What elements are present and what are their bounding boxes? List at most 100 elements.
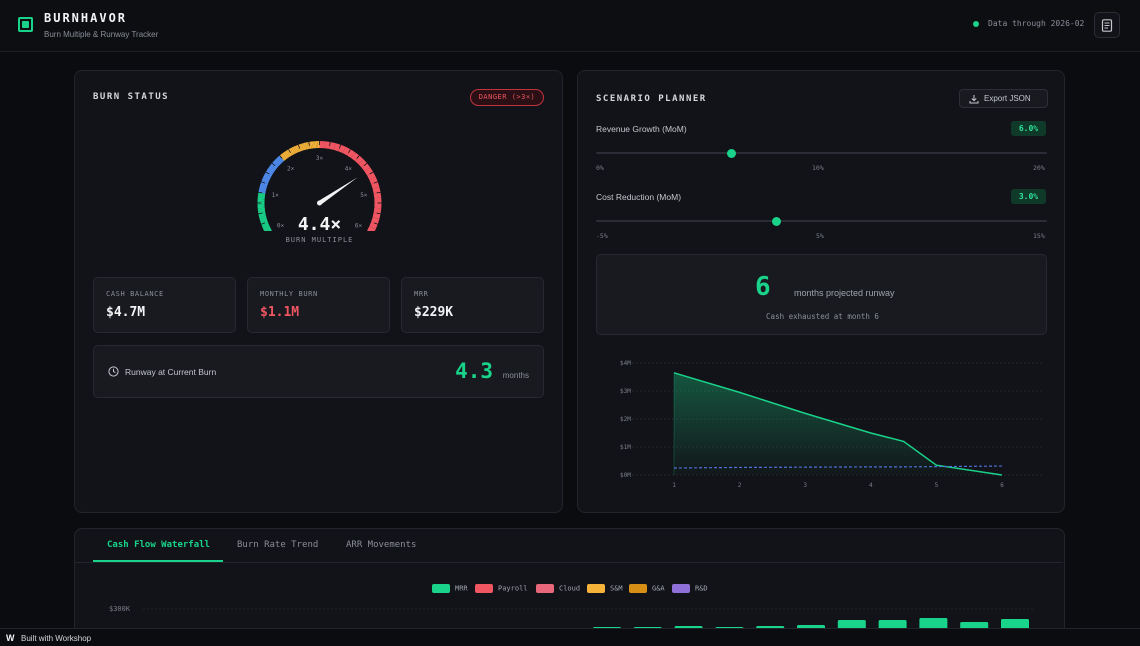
- gauge-segment: [260, 181, 268, 186]
- gauge-segment: [371, 181, 380, 189]
- gauge-tick-mark: [376, 212, 381, 215]
- gauge-segment: [306, 141, 310, 150]
- cash-balance-stat: CASH BALANCE $4.7M: [93, 277, 236, 333]
- status-dot-icon: [973, 21, 979, 27]
- gauge-segment: [261, 178, 269, 183]
- gauge-segment: [259, 215, 267, 220]
- cost-reduction-slider[interactable]: [596, 216, 1047, 226]
- runway-current-burn: Runway at Current Burn 4.3 months: [93, 345, 544, 398]
- gauge-segment: [260, 183, 268, 188]
- gauge-segment: [257, 203, 265, 205]
- x-tick-label: 3: [803, 482, 807, 489]
- tab-burn-rate-trend[interactable]: Burn Rate Trend: [237, 540, 319, 550]
- gauge-tick-mark: [265, 171, 270, 175]
- gauge-tick-label: 3×: [316, 155, 324, 162]
- gauge-segment: [317, 141, 320, 149]
- tab-arr-movements[interactable]: ARR Movements: [346, 540, 417, 550]
- x-tick-label: 4: [869, 482, 873, 489]
- gauge-segment: [278, 155, 285, 162]
- gauge-segment: [279, 154, 286, 161]
- gauge-segment: [367, 226, 376, 231]
- y-tick-label: $1M: [620, 444, 631, 451]
- legend-item: Cloud: [536, 584, 580, 593]
- y-tick-label: $2M: [620, 416, 631, 423]
- gauge-segment: [257, 209, 266, 212]
- scenario-planner-card: SCENARIO PLANNER Export JSON Revenue Gro…: [577, 70, 1065, 513]
- gauge-segment: [358, 159, 367, 168]
- stat-label: MONTHLY BURN: [260, 290, 318, 298]
- waterfall-bar: [919, 618, 948, 631]
- gauge-segment: [374, 197, 382, 203]
- revenue-growth-thumb[interactable]: [726, 148, 736, 158]
- gauge-segment: [273, 160, 280, 167]
- app-logo-icon: [18, 17, 33, 32]
- gauge-tick-label: 0×: [277, 223, 285, 230]
- gauge-segment: [333, 143, 341, 152]
- slider-tick: 20%: [1033, 164, 1045, 172]
- tab-cash-flow-waterfall[interactable]: Cash Flow Waterfall: [107, 540, 210, 550]
- built-with-workshop-link[interactable]: Built with Workshop: [21, 634, 92, 643]
- gauge-segment: [372, 212, 381, 220]
- y-tick-label: $0M: [620, 472, 631, 479]
- gauge-tick-mark: [373, 181, 378, 184]
- legend-item: S&M: [587, 584, 623, 593]
- x-tick-label: 6: [1000, 482, 1004, 489]
- revenue-growth-slider[interactable]: [596, 148, 1047, 158]
- cash-balance-line: [673, 372, 1003, 476]
- legend-item: Payroll: [475, 584, 528, 593]
- gauge-segment: [274, 159, 281, 166]
- gauge-segment: [262, 176, 270, 182]
- legend-item: R&D: [672, 584, 708, 593]
- revenue-growth-label: Revenue Growth (MoM): [596, 124, 687, 134]
- gauge-segment: [371, 217, 380, 225]
- gauge-segment: [275, 157, 282, 165]
- gauge-segment: [351, 152, 360, 161]
- gauge-segment: [272, 161, 279, 168]
- burn-status-title: BURN STATUS: [93, 92, 170, 102]
- gauge-segment: [267, 167, 275, 173]
- gauge-segment: [258, 214, 266, 218]
- legend-item: G&A: [629, 584, 665, 593]
- gauge-segment: [257, 201, 265, 203]
- gauge-segment: [258, 210, 266, 214]
- workshop-logo-icon: W: [6, 633, 15, 643]
- gauge-segment: [257, 195, 265, 199]
- stat-value: $4.7M: [106, 305, 146, 320]
- gauge-segment: [367, 172, 376, 180]
- gauge-tick-mark: [288, 149, 291, 153]
- gauge-segment: [374, 203, 382, 209]
- slider-tick: 5%: [816, 232, 824, 240]
- gauge-segment: [258, 190, 266, 194]
- download-icon: [969, 95, 979, 104]
- gauge-tick-mark: [297, 144, 301, 149]
- gauge-tick-mark: [373, 222, 378, 225]
- gauge-segment: [342, 146, 351, 156]
- clock-icon: [108, 366, 119, 377]
- gauge-tick-mark: [261, 222, 266, 225]
- cash-exhausted-text: Cash exhausted at month 6: [766, 312, 879, 321]
- gauge-segment: [267, 229, 272, 231]
- gauge-segment: [373, 207, 382, 214]
- gauge-segment: [257, 194, 266, 197]
- document-button[interactable]: [1094, 12, 1120, 38]
- stat-value: $229K: [414, 305, 454, 320]
- gauge-segment: [293, 146, 298, 154]
- gauge-segment: [259, 217, 267, 221]
- export-json-button[interactable]: Export JSON: [959, 89, 1048, 108]
- document-icon: [1101, 19, 1113, 32]
- runway-label: Runway at Current Burn: [125, 367, 217, 377]
- cost-reduction-thumb[interactable]: [771, 216, 781, 226]
- x-tick-label: 2: [738, 482, 742, 489]
- cost-reduction-value: 3.0%: [1011, 189, 1046, 204]
- x-tick-label: 5: [935, 482, 939, 489]
- gauge-segment: [261, 223, 269, 228]
- gauge-segment: [276, 156, 283, 163]
- gauge-segment: [329, 141, 336, 150]
- gauge-tick-mark: [338, 144, 342, 149]
- app-header: BURNHAVOR Burn Multiple & Runway Tracker…: [0, 0, 1140, 52]
- gauge-segment: [285, 150, 291, 158]
- scenario-title: SCENARIO PLANNER: [596, 94, 707, 104]
- burn-multiple-gauge: 0× 1× 2× 3× 4× 5× 6×: [257, 141, 382, 231]
- y-tick-label: $3M: [620, 388, 631, 395]
- gauge-segment: [263, 226, 271, 231]
